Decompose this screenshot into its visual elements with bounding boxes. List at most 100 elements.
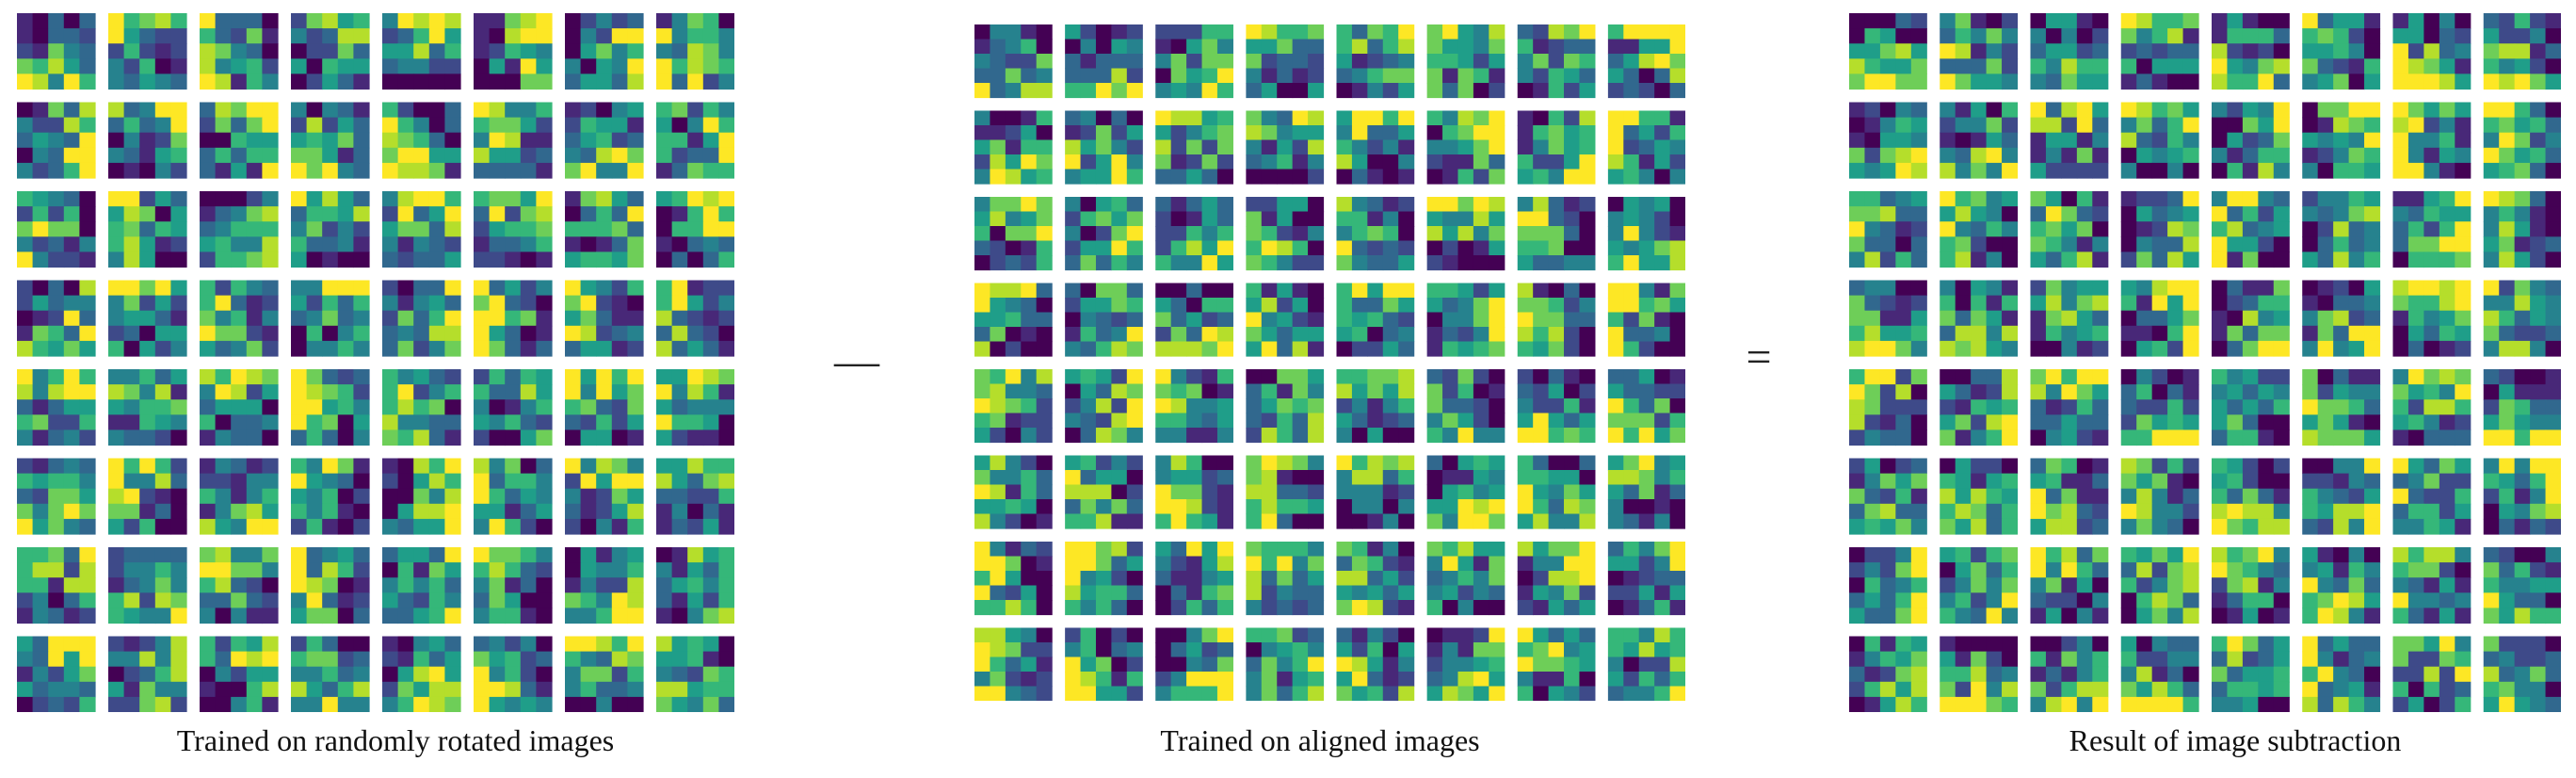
filter-pixel: [2061, 13, 2078, 29]
filter-pixel: [2483, 518, 2500, 535]
filter-pixel: [474, 295, 491, 312]
filter-pixel: [565, 608, 582, 624]
filter-pixel: [1955, 280, 1972, 297]
filter-pixel: [489, 117, 506, 134]
filter-pixel: [2364, 414, 2381, 430]
filter-pixel: [1955, 162, 1972, 179]
filter-pixel: [505, 206, 522, 222]
filter-pixel: [123, 681, 140, 698]
filter-pixel: [1036, 398, 1053, 414]
filter-pixel: [627, 518, 644, 535]
filter-pixel: [2151, 577, 2168, 593]
filter-pixel: [2273, 651, 2290, 668]
filter-pixel: [1426, 240, 1443, 256]
filter-pixel: [2061, 666, 2078, 683]
filter-pixel: [1426, 255, 1443, 271]
filter-pixel: [1111, 571, 1128, 587]
filter-pixel: [2120, 547, 2137, 563]
filter-pixel: [2227, 325, 2244, 342]
filter-pixel: [246, 325, 263, 342]
filter-pixel: [1473, 455, 1489, 471]
filter-pixel: [2167, 117, 2184, 134]
filter-pixel: [200, 608, 217, 624]
filter-pixel: [1910, 458, 1927, 475]
filter-pixel: [627, 162, 644, 179]
filter-pixel: [2407, 666, 2424, 683]
filter-pixel: [1669, 341, 1685, 357]
filter-tile: [17, 636, 96, 712]
filter-pixel: [2333, 102, 2350, 119]
filter-pixel: [1261, 398, 1278, 414]
filter-pixel: [1367, 24, 1384, 41]
filter-pixel: [1216, 383, 1233, 399]
filter-pixel: [2439, 43, 2455, 59]
filter-pixel: [1533, 154, 1550, 170]
filter-pixel: [2439, 547, 2455, 563]
filter-pixel: [1095, 283, 1112, 299]
filter-pixel: [2002, 473, 2019, 490]
filter-pixel: [1336, 484, 1353, 500]
filter-pixel: [32, 681, 49, 698]
filter-pixel: [2530, 325, 2547, 342]
filter-pixel: [2333, 547, 2350, 563]
filter-pixel: [413, 562, 430, 578]
filter-pixel: [2045, 295, 2062, 312]
filter-pixel: [580, 696, 597, 712]
filter-pixel: [1095, 413, 1112, 429]
filter-pixel: [1308, 413, 1325, 429]
filter-pixel: [2302, 280, 2319, 297]
filter-pixel: [1382, 499, 1399, 515]
filter-pixel: [2151, 430, 2168, 446]
filter-pixel: [1607, 211, 1624, 227]
filter-pixel: [17, 458, 34, 475]
filter-pixel: [2514, 592, 2531, 608]
filter-pixel: [2364, 681, 2381, 698]
filter-pixel: [2076, 28, 2093, 44]
filter-pixel: [1170, 627, 1187, 643]
filter-pixel: [1654, 383, 1671, 399]
filter-pixel: [656, 666, 673, 683]
filter-pixel: [1277, 341, 1294, 357]
filter-pixel: [990, 24, 1006, 41]
filter-pixel: [1879, 562, 1896, 578]
filter-pixel: [2167, 577, 2184, 593]
filter-pixel: [2212, 251, 2229, 268]
filter-pixel: [382, 13, 399, 29]
filter-pixel: [1638, 39, 1655, 55]
filter-pixel: [382, 458, 399, 475]
filter-pixel: [2273, 473, 2290, 490]
filter-pixel: [2136, 430, 2153, 446]
filter-pixel: [1036, 139, 1053, 155]
filter-pixel: [565, 251, 582, 268]
filter-pixel: [1246, 240, 1263, 256]
filter-pixel: [79, 414, 96, 430]
filter-pixel: [1261, 383, 1278, 399]
filter-pixel: [1940, 236, 1956, 252]
filter-pixel: [200, 206, 217, 222]
filter-pixel: [246, 28, 263, 44]
filter-pixel: [1308, 255, 1325, 271]
filter-pixel: [1473, 484, 1489, 500]
filter-pixel: [1186, 470, 1203, 486]
filter-pixel: [2392, 503, 2409, 520]
filter-pixel: [702, 295, 719, 312]
filter-pixel: [291, 458, 308, 475]
filter-pixel: [397, 251, 414, 268]
filter-pixel: [2392, 310, 2409, 327]
filter-pixel: [656, 518, 673, 535]
filter-pixel: [1036, 542, 1053, 558]
filter-pixel: [231, 503, 248, 520]
filter-pixel: [1442, 255, 1459, 271]
filter-pixel: [474, 13, 491, 29]
filter-pixel: [1426, 312, 1443, 328]
filter-pixel: [1607, 83, 1624, 99]
filter-pixel: [2030, 399, 2047, 415]
filter-pixel: [1607, 169, 1624, 185]
filter-pixel: [17, 295, 34, 312]
filter-pixel: [2045, 503, 2062, 520]
filter-pixel: [1579, 154, 1596, 170]
filter-pixel: [1986, 681, 2003, 698]
filter-pixel: [353, 473, 370, 490]
filter-pixel: [2120, 340, 2137, 357]
filter-pixel: [2483, 384, 2500, 400]
